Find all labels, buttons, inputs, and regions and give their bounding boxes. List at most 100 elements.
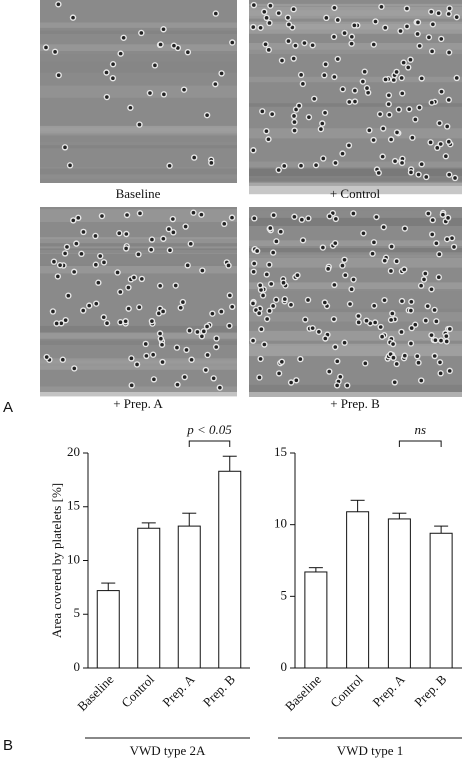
cell (219, 71, 224, 76)
x-tick-label: Prep. A (159, 671, 198, 710)
cell (111, 76, 115, 80)
cell (413, 322, 418, 327)
texture (249, 48, 462, 54)
cell (251, 301, 255, 306)
cell (416, 360, 421, 365)
y-tick-label: 15 (274, 444, 287, 459)
texture (249, 76, 462, 83)
cell (389, 269, 393, 273)
cell (349, 41, 354, 46)
cell (386, 102, 391, 106)
cell (445, 237, 449, 241)
cell (446, 12, 451, 16)
cell (204, 368, 208, 372)
cell (382, 298, 387, 302)
cell (347, 143, 351, 148)
cell (255, 249, 259, 253)
cell (61, 357, 65, 362)
cell (152, 377, 156, 382)
cell (353, 88, 357, 93)
cell (405, 6, 409, 11)
image-caption: + Control (330, 186, 381, 201)
image-caption: Baseline (116, 186, 161, 201)
cell (333, 161, 338, 165)
cell (137, 305, 142, 310)
cell (171, 230, 176, 235)
cell (124, 246, 128, 251)
cell (438, 360, 442, 365)
cell (157, 311, 161, 316)
cell (371, 42, 376, 47)
cell (63, 145, 67, 150)
cell (399, 330, 404, 334)
cell (168, 248, 172, 253)
cell (53, 50, 57, 54)
cell (380, 154, 385, 159)
cell (410, 135, 415, 140)
bar (387, 518, 411, 669)
cell (423, 318, 428, 323)
cell (282, 164, 287, 168)
cell (424, 175, 429, 179)
cell (383, 25, 388, 30)
cell (310, 43, 315, 48)
cell (356, 314, 361, 318)
cell (186, 50, 190, 54)
x-tick-label: Prep. A (369, 671, 408, 710)
cell (167, 163, 172, 168)
cell (104, 70, 109, 75)
cell (438, 142, 443, 146)
cell (317, 329, 321, 334)
cell (200, 268, 205, 273)
cell (419, 162, 424, 167)
bar (177, 525, 201, 669)
cell (44, 355, 49, 359)
cell (270, 112, 274, 116)
cell (394, 259, 399, 263)
texture (249, 252, 462, 258)
cell (259, 327, 264, 332)
cell (323, 62, 328, 67)
cell (413, 117, 418, 122)
cell (444, 334, 449, 338)
cell (266, 137, 271, 142)
cell (258, 25, 263, 30)
cell (200, 334, 204, 339)
cell (65, 245, 69, 249)
cell (66, 293, 71, 298)
cell (202, 329, 206, 334)
texture (249, 240, 462, 247)
cell (137, 122, 142, 127)
cell (289, 302, 293, 307)
cell (319, 127, 323, 131)
bar (137, 527, 161, 669)
texture (249, 167, 462, 177)
cell (226, 263, 231, 268)
cell (118, 290, 123, 294)
cell (447, 172, 452, 177)
cell (415, 32, 420, 36)
cell (323, 336, 328, 341)
cell (184, 348, 189, 352)
cell (158, 331, 162, 336)
cell (433, 338, 438, 343)
significance-bracket (188, 440, 231, 447)
cell (161, 309, 165, 314)
cell (332, 75, 337, 79)
cell (267, 262, 272, 267)
cell (268, 3, 273, 8)
cell (210, 311, 215, 316)
cell (389, 137, 393, 142)
cell (378, 325, 383, 329)
cell (271, 213, 276, 217)
cell (140, 277, 144, 281)
texture (40, 338, 237, 345)
texture (249, 282, 462, 290)
cell (450, 236, 454, 240)
cell (353, 99, 357, 104)
cell (205, 324, 209, 329)
cell (372, 240, 376, 245)
cell (292, 114, 296, 118)
texture (40, 265, 237, 274)
